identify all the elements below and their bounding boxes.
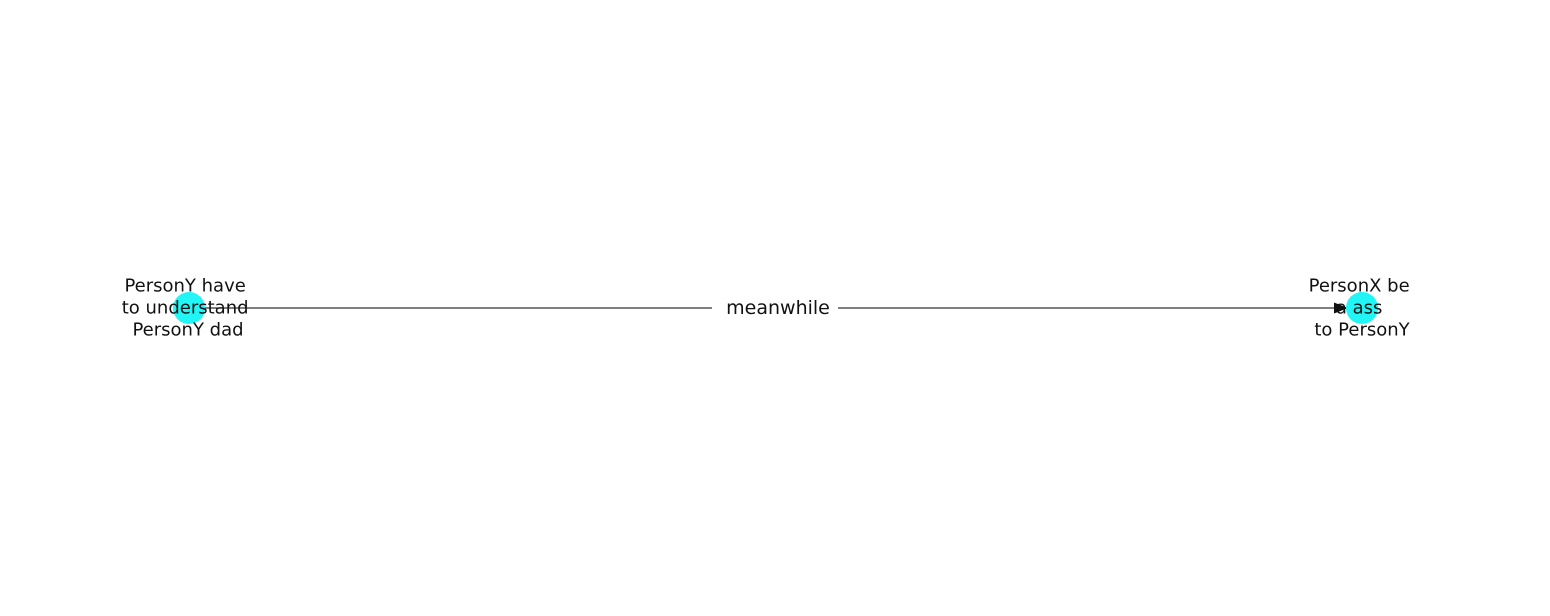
node-target: PersonX be a ass to PersonY (1309, 270, 1416, 341)
node-target-label: PersonX be a ass to PersonY (1309, 270, 1416, 341)
node-source-line-2: to understand (122, 298, 249, 319)
edge-meanwhile: meanwhile (189, 297, 1348, 319)
node-source: PersonY have to understand PersonY dad (122, 270, 255, 341)
node-target-circle (1346, 292, 1378, 324)
node-source-line-1: PersonY have (124, 276, 245, 297)
node-target-line-1: PersonX be (1309, 276, 1410, 297)
node-source-circle (173, 292, 205, 324)
node-source-line-3: PersonY dad (132, 320, 243, 341)
edge-label: meanwhile (726, 297, 830, 319)
node-target-line-3: to PersonY (1314, 320, 1410, 341)
node-source-label: PersonY have to understand PersonY dad (122, 270, 255, 341)
edge-arrowhead (1334, 302, 1348, 314)
node-target-line-2: a ass (1336, 298, 1383, 319)
